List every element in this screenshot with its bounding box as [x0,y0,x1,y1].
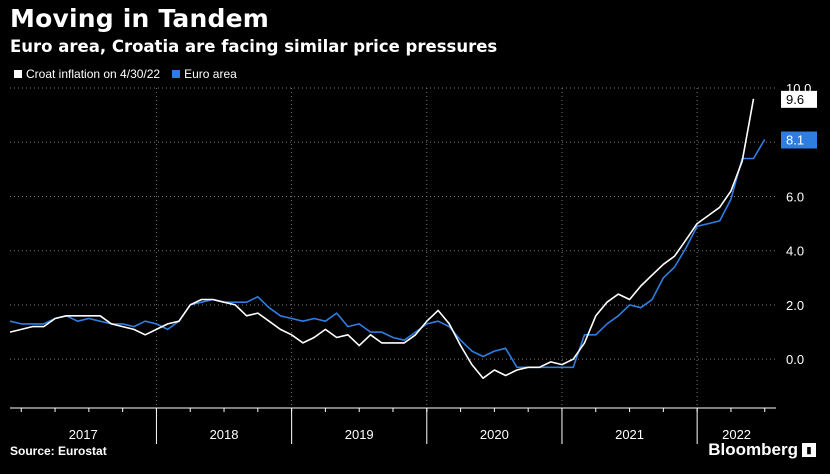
y-tick-label: 4.0 [786,244,804,259]
end-label-croatia: 9.6 [786,92,804,107]
x-tick-label: 2017 [69,427,98,442]
legend-item-croatia: Croat inflation on 4/30/22 [14,67,160,81]
end-label-box-croatia [781,90,817,108]
bloomberg-logo: Bloomberg ▮ [708,440,816,460]
y-tick-label: 2.0 [786,298,804,313]
y-tick-label: 0.0 [786,352,804,367]
x-tick-label: 2022 [722,427,751,442]
end-label-box-euro [781,131,817,149]
brand-name: Bloomberg [708,440,798,459]
x-tick-label: 2018 [210,427,239,442]
legend-label-croatia: Croat inflation on 4/30/22 [26,67,161,81]
x-tick-label: 2020 [480,427,509,442]
source-note: Source: Eurostat [10,444,107,458]
x-tick-label: 2021 [615,427,644,442]
chart-subtitle: Euro area, Croatia are facing similar pr… [10,37,498,56]
legend-swatch-croatia [14,70,22,78]
series-line-euro [9,139,766,369]
bloomberg-chart-icon: ▮ [802,443,816,457]
legend-label-euro: Euro area [184,67,237,81]
y-tick-label: 6.0 [786,189,804,204]
chart-title: Moving in Tandem [10,4,269,33]
x-tick-label: 2019 [345,427,374,442]
legend: Croat inflation on 4/30/22 Euro area [14,67,237,81]
legend-item-euro: Euro area [172,67,237,81]
legend-swatch-euro [172,70,181,78]
series-line-croatia [9,98,755,379]
end-label-euro: 8.1 [786,133,804,148]
